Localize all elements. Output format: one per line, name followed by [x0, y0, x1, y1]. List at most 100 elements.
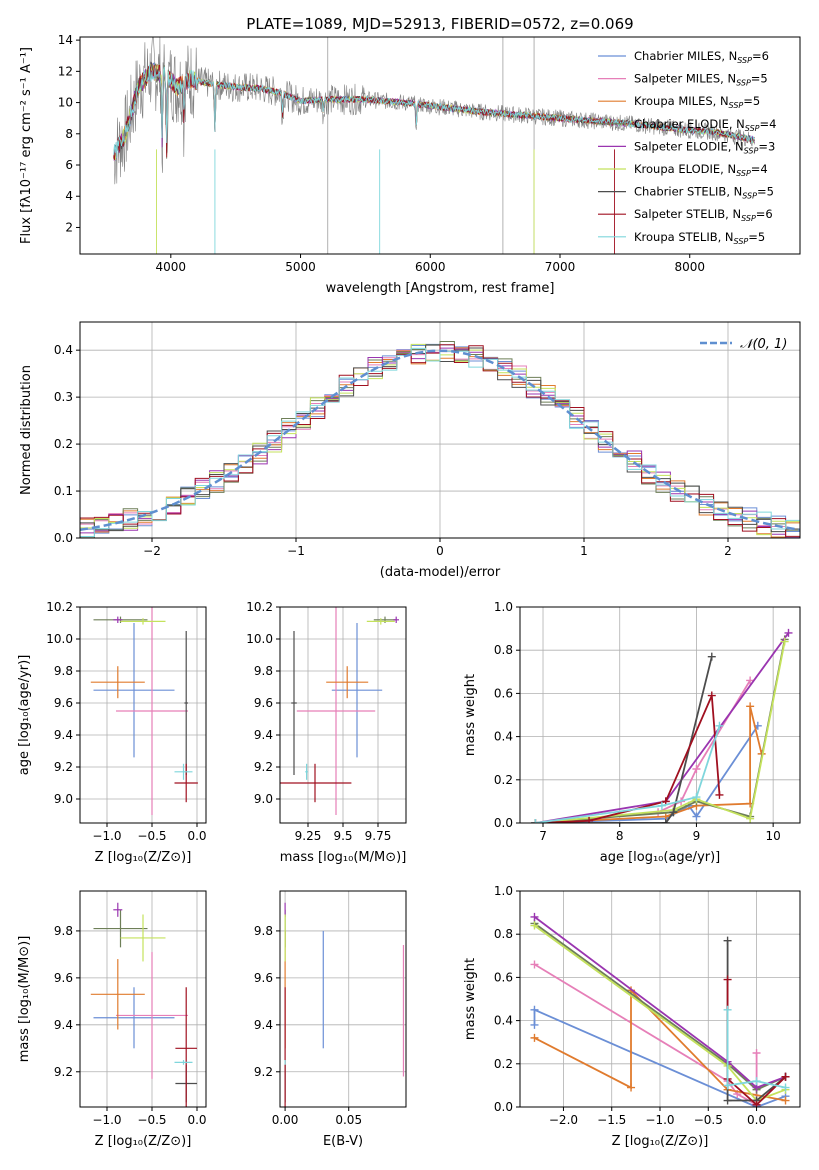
panel-residual_histogram: −2 −1 0 1 2 0.0 0.1 0.2 0.3 0.4 (data-model)/error… [19, 321, 801, 580]
data-point-marker [692, 765, 701, 773]
x-tick-label: −0.5 [137, 1113, 166, 1127]
data-point-marker [723, 975, 732, 984]
data-point-marker [692, 793, 701, 802]
y-tick-label: 0.2 [494, 1057, 513, 1071]
data-point-marker [669, 808, 678, 817]
series-line [535, 679, 751, 823]
data-point-marker [530, 1020, 539, 1029]
y-tick-label: 9.6 [254, 971, 273, 985]
y-axis-label: Normed distribution [19, 365, 34, 495]
y-tick-label: 9.2 [54, 760, 73, 774]
panel-age_vs_mass: 9.25 9.5 9.75 9.0 9.2 9.4 9.6 9.8 10.0 10.2 mass [… [246, 600, 407, 865]
y-tick-label: 4 [65, 189, 73, 203]
legend-entry: Salpeter STELIB, NSSP=6 [634, 207, 773, 223]
y-tick-label: 1.0 [494, 884, 513, 898]
figure-title: PLATE=1089, MJD=52913, FIBERID=0572, z=0… [246, 15, 633, 33]
x-tick-label: −0.5 [137, 829, 166, 843]
data-point-marker [746, 702, 755, 711]
series-line [726, 1009, 786, 1089]
data-point-marker [661, 819, 670, 823]
data-point-marker [752, 1049, 761, 1057]
x-tick-label: 0 [436, 544, 444, 558]
y-tick-label: 9.0 [54, 792, 73, 806]
data-point-marker [530, 1005, 539, 1014]
y-tick-label: 8 [65, 127, 73, 141]
data-point-marker [780, 637, 789, 646]
data-point-marker [531, 819, 540, 823]
x-tick-label: 0.05 [335, 1113, 362, 1127]
y-axis-label: mass [log₁₀(M/M⊙)] [17, 936, 32, 1063]
y-tick-label: 2 [65, 220, 73, 234]
data-point-marker [707, 691, 716, 700]
axes-frame [519, 890, 801, 1108]
y-tick-label: 0.0 [494, 1100, 513, 1114]
data-point-marker [657, 801, 666, 810]
x-tick-label: −0.5 [694, 1113, 723, 1127]
panel-mass_weight_vs_Z: −2.0 −1.5 −1.0 −0.5 0.0 0.0 0.2 0.4 0.6 0.8 1.0 Z [… [463, 884, 801, 1149]
y-tick-label: 9.2 [254, 1065, 273, 1079]
data-point-marker [692, 812, 701, 821]
y-tick-label: 0.3 [54, 390, 73, 404]
x-axis-label: mass [log₁₀(M/M⊙)] [280, 850, 407, 865]
legend-entry: Salpeter ELODIE, NSSP=3 [634, 139, 775, 155]
y-tick-label: 10.0 [246, 632, 273, 646]
series-line [535, 725, 721, 823]
data-point-marker [723, 1096, 732, 1105]
y-tick-label: 10.2 [46, 600, 73, 614]
data-point-marker [723, 1081, 732, 1090]
x-tick-label: −1.0 [645, 1113, 674, 1127]
series-line [535, 641, 786, 823]
data-point-marker [530, 960, 539, 969]
data-point-marker [781, 1096, 790, 1105]
x-tick-label: 8 [616, 829, 624, 843]
axes-frame [79, 321, 801, 539]
data-point-marker [752, 1077, 761, 1086]
series-line [534, 963, 758, 1107]
legend-entry: Kroupa MILES, NSSP=5 [634, 94, 760, 110]
series-line [533, 1008, 786, 1107]
x-tick-label: −1 [287, 544, 305, 558]
y-tick-label: 9.8 [254, 924, 273, 938]
model-spectrum-line [113, 64, 755, 159]
plot-area [284, 902, 405, 1107]
axes-frame [79, 606, 207, 824]
x-tick-label: 0.0 [747, 1113, 766, 1127]
panel-age_vs_Z: −1.0 −0.5 0.0 9.0 9.2 9.4 9.6 9.8 10.0 10.2 Z [log… [17, 600, 207, 865]
x-tick-label: −2.0 [549, 1113, 578, 1127]
series-line [535, 639, 786, 823]
legend-entry: Chabrier MILES, NSSP=6 [634, 49, 769, 65]
y-tick-label: 0.4 [494, 1014, 513, 1028]
x-tick-label: 8000 [674, 260, 705, 274]
data-point-marker [784, 628, 793, 637]
legend-entry: Kroupa ELODIE, NSSP=4 [634, 162, 768, 178]
y-tick-label: 9.4 [54, 728, 73, 742]
y-tick-label: 9.6 [54, 696, 73, 710]
x-tick-label: 7000 [545, 260, 576, 274]
data-point-marker [530, 1033, 539, 1042]
legend-entry: 𝒩(0, 1) [740, 337, 787, 352]
y-tick-label: 9.6 [54, 971, 73, 985]
data-point-marker [530, 912, 539, 921]
x-tick-label: 9.25 [295, 829, 322, 843]
x-tick-label: 7 [539, 829, 547, 843]
legend: Chabrier MILES, NSSP=6 Salpeter MILES, NS… [598, 49, 776, 246]
x-axis-label: Z [log₁₀(Z/Z⊙)] [95, 1134, 192, 1149]
data-point-marker [715, 721, 724, 730]
legend-entry: Salpeter MILES, NSSP=5 [634, 72, 768, 88]
series-line [535, 706, 763, 823]
panel-mass_vs_Z: −1.0 −0.5 0.0 9.2 9.4 9.6 9.8 Z [log₁₀(Z/Z⊙)] ma… [17, 890, 207, 1149]
y-tick-label: 6 [65, 158, 73, 172]
x-tick-label: 9 [693, 829, 701, 843]
y-tick-label: 0.8 [494, 643, 513, 657]
y-axis-label: mass weight [463, 674, 478, 756]
plot-area [90, 607, 198, 815]
x-tick-label: 6000 [415, 260, 446, 274]
plot-area [80, 340, 800, 538]
data-point-marker [530, 921, 539, 930]
y-axis-label: age [log₁₀(age/yr)] [17, 655, 32, 776]
x-axis-label: wavelength [Angstrom, rest frame] [326, 281, 555, 296]
legend-entry: Kroupa STELIB, NSSP=5 [634, 230, 765, 246]
data-point-marker [723, 936, 732, 945]
plot-area [90, 902, 197, 1107]
